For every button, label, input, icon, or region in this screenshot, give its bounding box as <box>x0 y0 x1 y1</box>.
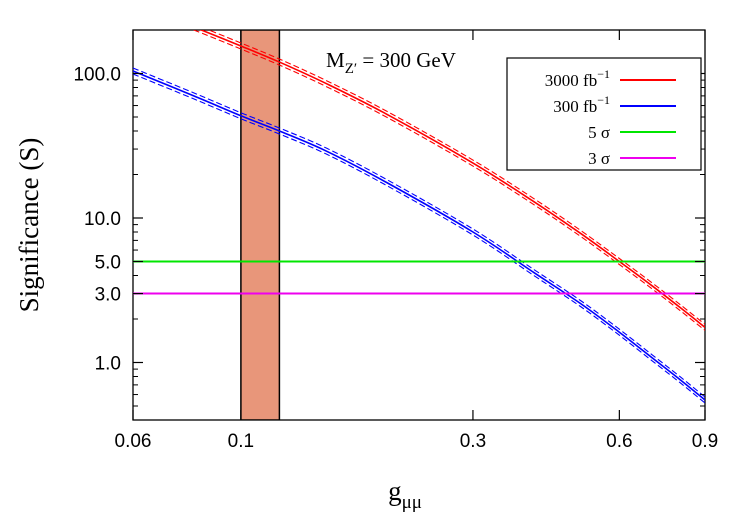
mass-annotation-rest: = 300 GeV <box>357 48 456 72</box>
series-1-uncertainty-upper <box>133 67 705 398</box>
x-tick-label: 0.6 <box>606 431 632 452</box>
x-axis-title-main: g <box>388 476 402 506</box>
x-tick-label: 0.1 <box>228 431 254 452</box>
series-0-line <box>199 30 705 329</box>
y-tick-label: 10.0 <box>84 209 121 230</box>
x-tick-label: 0.3 <box>460 431 486 452</box>
legend-label-0: 3000 fb−1 <box>545 67 610 90</box>
mass-annotation-main: M <box>326 48 345 72</box>
y-tick-label: 100.0 <box>73 64 121 85</box>
series-0-uncertainty-lower <box>193 30 705 331</box>
series-1-uncertainty-lower <box>133 73 705 404</box>
x-tick-label: 0.06 <box>115 431 152 452</box>
y-axis-title: Significance (S) <box>14 138 44 313</box>
legend: 3000 fb−1 300 fb−1 5 σ 3 σ <box>506 57 702 171</box>
legend-box <box>506 57 702 171</box>
legend-label-2: 5 σ <box>588 123 610 142</box>
y-tick-label: 3.0 <box>95 285 121 306</box>
x-tick-label: 0.9 <box>692 431 718 452</box>
series-0-uncertainty-upper <box>207 30 705 325</box>
coupling-band <box>240 30 281 420</box>
series-layer <box>133 30 705 404</box>
series-1-line <box>133 70 705 401</box>
x-axis-title: gμμ <box>388 476 422 513</box>
legend-label-1: 300 fb−1 <box>553 93 610 116</box>
y-tick-label: 1.0 <box>95 353 121 374</box>
mass-annotation-sub: Z′ <box>345 61 357 77</box>
tick-layer: 0.06 0.1 0.3 0.6 0.9 1.0 3.0 5.0 10.0 100.0 <box>73 29 718 452</box>
mass-annotation: MZ′ = 300 GeV <box>326 48 456 77</box>
x-axis-title-sub: μμ <box>402 492 422 513</box>
legend-label-3: 3 σ <box>588 149 610 168</box>
y-tick-label: 5.0 <box>95 252 121 273</box>
